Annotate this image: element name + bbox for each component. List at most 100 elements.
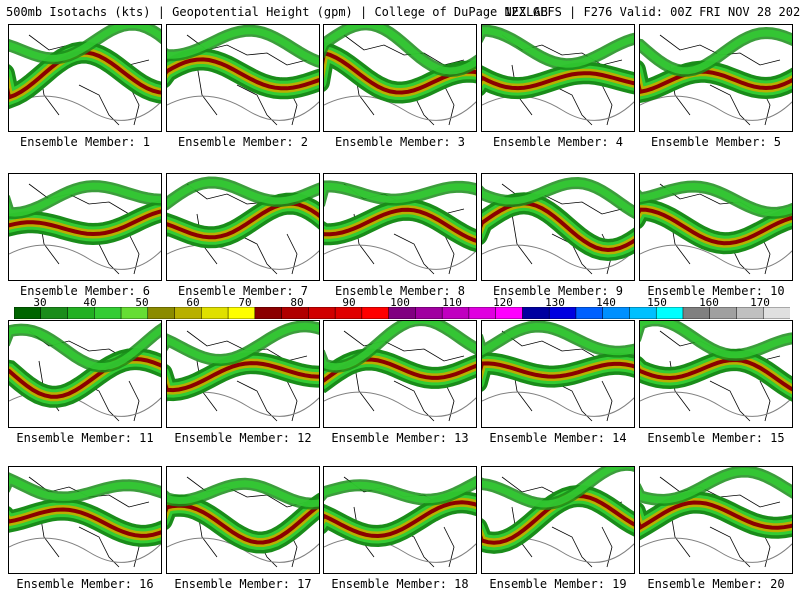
ensemble-panel-9 bbox=[481, 173, 635, 281]
header-title: 500mb Isotachs (kts) | Geopotential Heig… bbox=[6, 5, 548, 19]
isotach-map bbox=[640, 26, 792, 126]
ensemble-panel-15 bbox=[639, 320, 793, 428]
isotach-band-north bbox=[167, 322, 319, 364]
color-scale-swatch bbox=[201, 307, 229, 319]
ensemble-member-label: Ensemble Member: 15 bbox=[647, 431, 785, 445]
isotach-map bbox=[482, 321, 634, 422]
isotach-map bbox=[482, 467, 634, 568]
color-scale-label: 120 bbox=[493, 296, 513, 309]
isotach-map bbox=[167, 25, 319, 126]
height-contour bbox=[640, 537, 792, 563]
isotach-band-north bbox=[167, 178, 319, 208]
height-contour bbox=[324, 391, 476, 417]
color-scale-label: 80 bbox=[290, 296, 304, 309]
ensemble-member-label: Ensemble Member: 20 bbox=[647, 577, 785, 591]
ensemble-panel-4 bbox=[481, 24, 635, 132]
isotach-band-north bbox=[167, 480, 319, 508]
ensemble-panel-17 bbox=[166, 466, 320, 574]
isotach-map bbox=[324, 321, 476, 422]
isotach-band-north bbox=[324, 321, 476, 371]
isotach-band-north bbox=[9, 325, 161, 371]
ensemble-member-label: Ensemble Member: 6 bbox=[19, 284, 151, 298]
isotach-band-north bbox=[167, 27, 319, 66]
ensemble-member-label: Ensemble Member: 10 bbox=[647, 284, 785, 298]
ensemble-panel-1 bbox=[8, 24, 162, 132]
isotach-band-north bbox=[9, 182, 161, 217]
color-scale-swatch bbox=[308, 307, 336, 319]
isotach-band bbox=[482, 361, 634, 379]
color-scale-label: 90 bbox=[342, 296, 356, 309]
isotach-band bbox=[640, 357, 792, 392]
ensemble-panel-7 bbox=[166, 173, 320, 281]
ensemble-member-label: Ensemble Member: 14 bbox=[489, 431, 627, 445]
ensemble-panel-19 bbox=[481, 466, 635, 574]
isotach-map bbox=[167, 476, 319, 568]
isotach-map bbox=[324, 180, 476, 275]
color-scale-swatch bbox=[762, 307, 790, 319]
ensemble-member-label: Ensemble Member: 1 bbox=[19, 135, 151, 149]
height-contour bbox=[482, 95, 634, 121]
color-scale-label: 60 bbox=[186, 296, 200, 309]
ensemble-panel-12 bbox=[166, 320, 320, 428]
isotach-band bbox=[167, 201, 319, 240]
color-scale-label: 160 bbox=[699, 296, 719, 309]
coastline bbox=[501, 34, 623, 126]
color-scale-label: 40 bbox=[83, 296, 97, 309]
isotach-map bbox=[324, 25, 476, 126]
isotach-band bbox=[167, 57, 319, 91]
ensemble-panel-6 bbox=[8, 173, 162, 281]
height-contour bbox=[640, 95, 792, 121]
isotach-band-north bbox=[324, 182, 476, 204]
map-header: 500mb Isotachs (kts) | Geopotential Heig… bbox=[0, 0, 800, 22]
ensemble-member-label: Ensemble Member: 12 bbox=[174, 431, 312, 445]
color-scale-label: 50 bbox=[135, 296, 149, 309]
color-scale-label: 150 bbox=[647, 296, 667, 309]
isotach-band-north bbox=[640, 467, 792, 504]
coastline bbox=[659, 183, 781, 275]
color-scale-swatch bbox=[361, 307, 390, 319]
coastline bbox=[501, 330, 623, 422]
height-contour bbox=[167, 95, 319, 121]
isotach-band bbox=[324, 207, 476, 243]
isotach-band-north bbox=[482, 27, 634, 68]
ensemble-member-label: Ensemble Member: 4 bbox=[492, 135, 624, 149]
ensemble-member-label: Ensemble Member: 18 bbox=[331, 577, 469, 591]
height-contour bbox=[324, 244, 476, 270]
ensemble-member-label: Ensemble Member: 17 bbox=[174, 577, 312, 591]
isotach-map bbox=[9, 180, 161, 275]
isotach-band-north bbox=[482, 322, 634, 356]
isotach-band-north bbox=[640, 182, 792, 217]
header-run-info: 12Z GEFS | F276 Valid: 00Z FRI NOV 28 20… bbox=[504, 5, 800, 19]
height-contour bbox=[640, 244, 792, 270]
color-scale-swatch bbox=[468, 307, 497, 319]
coastline bbox=[343, 34, 465, 126]
isotach-band bbox=[640, 207, 792, 246]
isotach-band bbox=[9, 507, 161, 538]
isotach-band bbox=[324, 500, 476, 539]
height-contour bbox=[640, 391, 792, 417]
isotach-map bbox=[9, 472, 161, 568]
color-scale-label: 70 bbox=[238, 296, 252, 309]
color-scale-swatch bbox=[94, 307, 122, 319]
height-contour bbox=[482, 244, 634, 270]
height-contour bbox=[167, 244, 319, 270]
ensemble-member-label: Ensemble Member: 16 bbox=[16, 577, 154, 591]
isotach-band bbox=[640, 500, 792, 530]
isotach-map bbox=[167, 176, 319, 275]
color-scale-bar bbox=[14, 307, 790, 319]
coastline bbox=[186, 34, 308, 126]
isotach-band-north bbox=[9, 25, 161, 62]
color-scale-swatch bbox=[147, 307, 176, 319]
ensemble-panel-13 bbox=[323, 320, 477, 428]
isotach-band bbox=[482, 71, 634, 91]
coastline bbox=[343, 330, 465, 422]
isotach-band-north bbox=[482, 467, 634, 508]
height-contour bbox=[482, 391, 634, 417]
isotach-band bbox=[9, 356, 161, 399]
isotach-band-north bbox=[482, 179, 634, 217]
isotach-band bbox=[167, 361, 319, 393]
height-contour bbox=[167, 537, 319, 563]
color-scale-swatch bbox=[254, 307, 283, 319]
ensemble-member-label: Ensemble Member: 19 bbox=[489, 577, 627, 591]
isotach-band-north bbox=[640, 29, 792, 75]
